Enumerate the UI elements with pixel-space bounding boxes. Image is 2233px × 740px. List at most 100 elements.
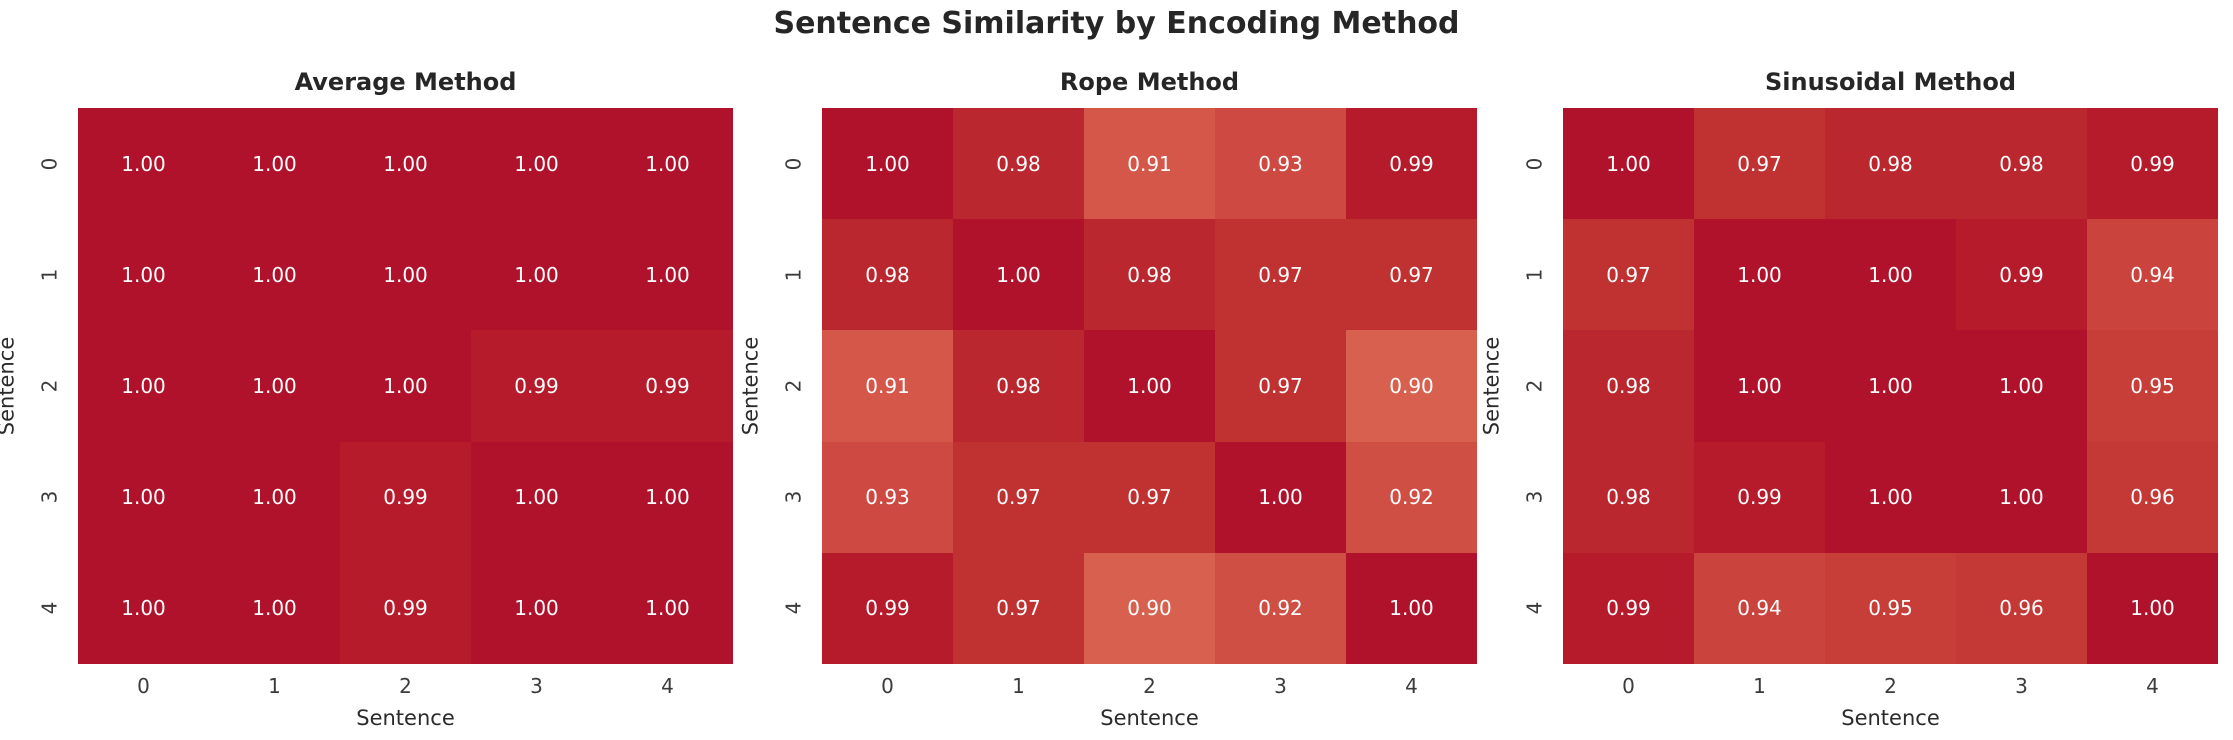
heatmap-cell: 1.00 [471, 108, 602, 220]
heatmap-cell: 1.00 [340, 108, 471, 220]
y-tick-text: 0 [1521, 157, 1546, 170]
y-tick-text: 2 [36, 379, 61, 393]
heatmap-cell: 0.98 [1084, 219, 1215, 331]
heatmap-cell: 0.97 [953, 552, 1084, 664]
heatmap-cell: 0.91 [1084, 108, 1215, 220]
heatmap-cell: 1.00 [209, 330, 340, 442]
heatmap-cell: 0.99 [822, 552, 953, 664]
y-tick-text: 3 [780, 490, 805, 504]
heatmap-cell: 0.99 [1956, 219, 2087, 331]
y-axis-label: Sentence [0, 108, 21, 664]
y-tick-text: 1 [1521, 268, 1546, 282]
x-tick-label: 4 [661, 674, 674, 698]
y-tick-label: 0 [776, 108, 810, 219]
y-tick-label: 2 [1517, 330, 1551, 441]
x-tick-label: 2 [399, 674, 412, 698]
heatmap-cell: 0.96 [2087, 441, 2218, 553]
heatmap-cell: 0.92 [1215, 552, 1346, 664]
heatmap-cell: 0.98 [822, 219, 953, 331]
heatmap-cell: 0.99 [1346, 108, 1477, 220]
heatmap-cell: 0.90 [1084, 552, 1215, 664]
x-tick-label: 2 [1143, 674, 1156, 698]
y-tick-label: 4 [776, 553, 810, 664]
x-tick-label: 2 [1884, 674, 1897, 698]
heatmap-cell: 1.00 [1956, 330, 2087, 442]
x-tick-label: 1 [268, 674, 281, 698]
subplot-title: Rope Method [1059, 68, 1240, 96]
heatmap-cell: 1.00 [209, 108, 340, 220]
heatmap-cell: 1.00 [78, 219, 209, 331]
heatmap-cell: 1.00 [340, 330, 471, 442]
heatmap-cell: 1.00 [78, 552, 209, 664]
y-tick-text: 4 [1521, 602, 1546, 615]
x-tick-label: 1 [1012, 674, 1025, 698]
heatmap-cell: 1.00 [1825, 330, 1956, 442]
heatmap-cell: 1.00 [1694, 219, 1825, 331]
figure-title: Sentence Similarity by Encoding Method [773, 6, 1460, 41]
heatmap-cell: 0.92 [1346, 441, 1477, 553]
subplot-title: Sinusoidal Method [1764, 68, 2017, 96]
heatmap-cell: 0.98 [1825, 108, 1956, 220]
y-tick-label: 1 [32, 219, 66, 330]
heatmap-cell: 1.00 [471, 219, 602, 331]
heatmap-cell: 1.00 [209, 552, 340, 664]
heatmap-cell: 0.97 [953, 441, 1084, 553]
heatmap-cell: 0.95 [1825, 552, 1956, 664]
heatmap-cell: 1.00 [2087, 552, 2218, 664]
y-tick-text: 1 [780, 268, 805, 282]
heatmap-cell: 1.00 [1215, 441, 1346, 553]
x-axis-label: Sentence [1841, 706, 1940, 730]
y-tick-text: 0 [780, 157, 805, 170]
x-tick-label: 0 [1622, 674, 1635, 698]
x-axis-label: Sentence [356, 706, 455, 730]
y-axis-label: Sentence [1476, 108, 1506, 664]
x-tick-label: 4 [1405, 674, 1418, 698]
y-tick-text: 2 [780, 379, 805, 393]
y-axis-label-text: Sentence [1479, 336, 1503, 436]
y-tick-label: 1 [776, 219, 810, 330]
y-tick-label: 2 [776, 330, 810, 441]
heatmap-cell: 0.96 [1956, 552, 2087, 664]
heatmap-cell: 0.98 [1956, 108, 2087, 220]
y-tick-text: 2 [1521, 379, 1546, 393]
y-tick-label: 0 [32, 108, 66, 219]
y-tick-label: 3 [1517, 442, 1551, 553]
y-axis-label-text: Sentence [738, 336, 762, 436]
heatmap-cell: 1.00 [78, 330, 209, 442]
y-tick-text: 1 [36, 268, 61, 282]
heatmap-cell: 1.00 [471, 552, 602, 664]
y-tick-label: 0 [1517, 108, 1551, 219]
heatmap-grid: 1.00 1.00 1.00 1.00 1.00 1.00 1.00 1.00 1.00 1.00… [78, 108, 733, 664]
heatmap-cell: 0.97 [1694, 108, 1825, 220]
x-tick-label: 4 [2146, 674, 2159, 698]
heatmap-cell: 0.98 [953, 330, 1084, 442]
heatmap-grid: 1.00 0.98 0.91 0.93 0.99 0.98 1.00 0.98 0.97 0.97… [822, 108, 1477, 664]
heatmap-cell: 0.97 [1215, 219, 1346, 331]
y-tick-text: 4 [36, 602, 61, 615]
heatmap-cell: 1.00 [602, 441, 733, 553]
heatmap-cell: 1.00 [209, 219, 340, 331]
y-tick-label: 4 [32, 553, 66, 664]
heatmap-cell: 1.00 [953, 219, 1084, 331]
heatmap-cell: 0.97 [1215, 330, 1346, 442]
heatmap-cell: 0.95 [2087, 330, 2218, 442]
heatmap-grid: 1.00 0.97 0.98 0.98 0.99 0.97 1.00 1.00 0.99 0.94… [1563, 108, 2218, 664]
y-tick-label: 1 [1517, 219, 1551, 330]
heatmap-cell: 0.94 [1694, 552, 1825, 664]
heatmap-cell: 1.00 [822, 108, 953, 220]
subplot-title: Average Method [294, 68, 517, 96]
x-tick-label: 3 [2015, 674, 2028, 698]
y-axis-label-text: Sentence [0, 336, 18, 436]
x-tick-label: 0 [137, 674, 150, 698]
x-tick-label: 3 [1274, 674, 1287, 698]
y-tick-label: 4 [1517, 553, 1551, 664]
heatmap-cell: 1.00 [78, 108, 209, 220]
subplot-average-method: Average Method 1.00 1.00 1.00 1.00 1.00 1.00 1.… [0, 68, 733, 730]
y-tick-text: 0 [36, 157, 61, 170]
heatmap-cell: 0.97 [1346, 219, 1477, 331]
heatmap-cell: 1.00 [602, 219, 733, 331]
heatmap-cell: 0.94 [2087, 219, 2218, 331]
y-tick-label: 3 [776, 442, 810, 553]
subplot-rope-method: Rope Method 1.00 0.98 0.91 0.93 0.99 0.98 1.00 0… [738, 68, 1477, 730]
